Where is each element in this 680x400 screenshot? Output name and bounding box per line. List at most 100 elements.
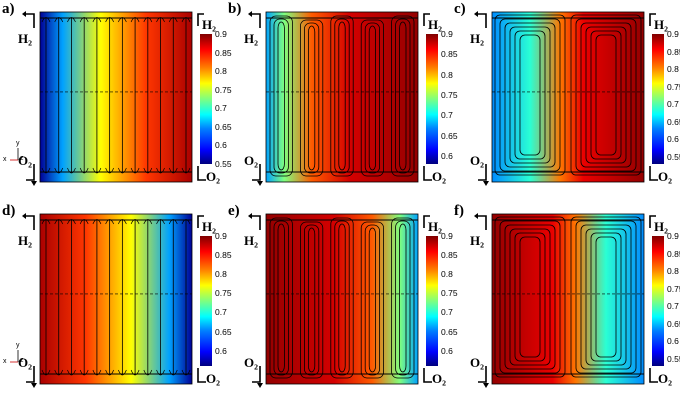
h2-outlet-label-c: H₂: [654, 17, 669, 32]
colorbar-tick: 0.7: [215, 103, 227, 114]
o2-inlet-label-d: O₂: [18, 355, 33, 370]
panel-label-a: a): [2, 1, 15, 17]
colorbar-tick: 0.65: [667, 116, 680, 127]
panel-f: f) H₂ H₂ O₂ O₂ 0.9 0.85 0.8 0.75 0.7 0.65 0.6 0.55: [452, 202, 680, 400]
h2-inlet-label-c: H₂: [470, 31, 485, 46]
colorbar-tick: 0.85: [441, 250, 458, 261]
colorbar-tick: 0.9: [667, 29, 679, 39]
o2-inlet-label-c: O₂: [470, 153, 485, 168]
flowfield-f: [474, 213, 658, 388]
colorbar-tick: 0.8: [667, 64, 679, 75]
colorbar-tick: 0.65: [441, 130, 458, 141]
axis-z-label: z: [20, 357, 24, 364]
h2-inlet-label-e: H₂: [244, 233, 259, 248]
colorbar-tick: 0.75: [215, 84, 232, 95]
colorbar-tick: 0.8: [215, 66, 227, 77]
h2-inlet-label-b: H₂: [244, 31, 259, 46]
panel-label-f: f): [454, 203, 464, 219]
plate-b: [265, 11, 419, 183]
colorbar-tick: 0.55: [667, 353, 680, 364]
o2-outlet-label-d: O₂: [206, 371, 221, 386]
h2-outlet-label-f: H₂: [654, 219, 669, 234]
colorbar-tick: 0.85: [667, 46, 680, 57]
colorbar-tick: 0.7: [667, 99, 679, 110]
axis-y-label: y: [16, 342, 20, 349]
colorbar-tick: 0.65: [215, 121, 232, 132]
panel-a: a) H₂ H₂ O₂ O₂ 0.9 0.85 0.8 0.75 0.7 0.65 0.6 0.55 y z…: [0, 0, 232, 198]
axis-z-label: z: [20, 155, 24, 162]
colorbar-tick: 0.8: [441, 69, 453, 80]
colorbar-tick: 0.6: [441, 345, 453, 356]
colorbar-tick: 0.75: [667, 283, 680, 294]
colorbar-tick: 0.9: [667, 231, 679, 241]
plate-e: [265, 213, 419, 385]
colorbar-b: [426, 34, 438, 164]
colorbar-tick: 0.9: [441, 29, 453, 39]
plate-f: [491, 213, 645, 385]
flowfield-b: [248, 11, 432, 186]
colorbar-tick: 0.6: [215, 140, 227, 151]
colorbar-tick: 0.75: [667, 81, 680, 92]
o2-outlet-label-e: O₂: [432, 371, 447, 386]
colorbar-f: [652, 236, 664, 366]
o2-outlet-label-c: O₂: [658, 169, 673, 184]
colorbar-tick: 0.65: [441, 326, 458, 337]
colorbar-tick: 0.6: [667, 336, 679, 347]
axis-x-label: x: [3, 156, 7, 163]
colorbar-tick: 0.85: [667, 248, 680, 259]
colorbar-d: [200, 236, 212, 366]
o2-outlet-label-f: O₂: [658, 371, 673, 386]
colorbar-tick: 0.85: [441, 49, 458, 60]
axis-y-label: y: [16, 140, 20, 147]
plate-c: [491, 11, 645, 183]
colorbar-tick: 0.8: [441, 269, 453, 280]
colorbar-tick: 0.7: [667, 301, 679, 312]
plate-d: [39, 213, 193, 385]
o2-outlet-label-a: O₂: [206, 169, 221, 184]
colorbar-tick: 0.7: [215, 307, 227, 318]
colorbar-tick: 0.6: [215, 345, 227, 356]
panel-c: c) H₂ H₂ O₂ O₂ 0.9 0.85 0.8 0.75 0.7 0.65 0.6 0.55: [452, 0, 680, 198]
panel-label-c: c): [454, 1, 466, 17]
o2-inlet-label-a: O₂: [18, 153, 33, 168]
h2-inlet-label-a: H₂: [18, 31, 33, 46]
colorbar-tick: 0.8: [215, 269, 227, 280]
colorbar-tick: 0.85: [215, 47, 232, 58]
colorbar-tick: 0.75: [215, 288, 232, 299]
colorbar-tick: 0.75: [441, 89, 458, 100]
colorbar-tick: 0.55: [215, 159, 232, 169]
o2-inlet-label-f: O₂: [470, 355, 485, 370]
colorbar-a: [200, 34, 212, 164]
panel-d: d) H₂ H₂ O₂ O₂ 0.9 0.85 0.8 0.75 0.7 0.65 0.6 y z x: [0, 202, 232, 400]
h2-inlet-label-f: H₂: [470, 233, 485, 248]
flowfield-c: [474, 11, 658, 186]
plate-a: [39, 11, 193, 183]
colorbar-tick: 0.65: [215, 326, 232, 337]
panel-e: e) H₂ H₂ O₂ O₂ 0.9 0.85 0.8 0.75 0.7 0.65 0.6: [226, 202, 458, 400]
panel-label-b: b): [228, 1, 242, 17]
h2-outlet-label-e: H₂: [428, 219, 443, 234]
colorbar-tick: 0.9: [441, 231, 453, 241]
flowfield-a: [10, 11, 206, 186]
colorbar-tick: 0.9: [215, 231, 227, 241]
colorbar-tick: 0.75: [441, 288, 458, 299]
o2-inlet-label-b: O₂: [244, 153, 259, 168]
colorbar-tick: 0.7: [441, 110, 453, 121]
colorbar-tick: 0.7: [441, 307, 453, 318]
colorbar-tick: 0.6: [667, 134, 679, 145]
colorbar-tick: 0.9: [215, 29, 227, 39]
colorbar-tick: 0.85: [215, 250, 232, 261]
h2-outlet-label-b: H₂: [428, 17, 443, 32]
flowfield-d: [10, 213, 206, 388]
colorbar-tick: 0.55: [667, 151, 680, 162]
axis-x-label: x: [3, 358, 7, 365]
o2-outlet-label-b: O₂: [432, 169, 447, 184]
panel-label-e: e): [228, 203, 240, 219]
colorbar-tick: 0.6: [441, 150, 453, 161]
flowfield-e: [248, 213, 432, 388]
colorbar-tick: 0.8: [667, 266, 679, 277]
panel-b: b) H₂ H₂ O₂ O₂ 0.9 0.85 0.8 0.75 0.7 0.65 0.6: [226, 0, 458, 198]
h2-inlet-label-d: H₂: [18, 233, 33, 248]
colorbar-e: [426, 236, 438, 366]
colorbar-tick: 0.65: [667, 318, 680, 329]
